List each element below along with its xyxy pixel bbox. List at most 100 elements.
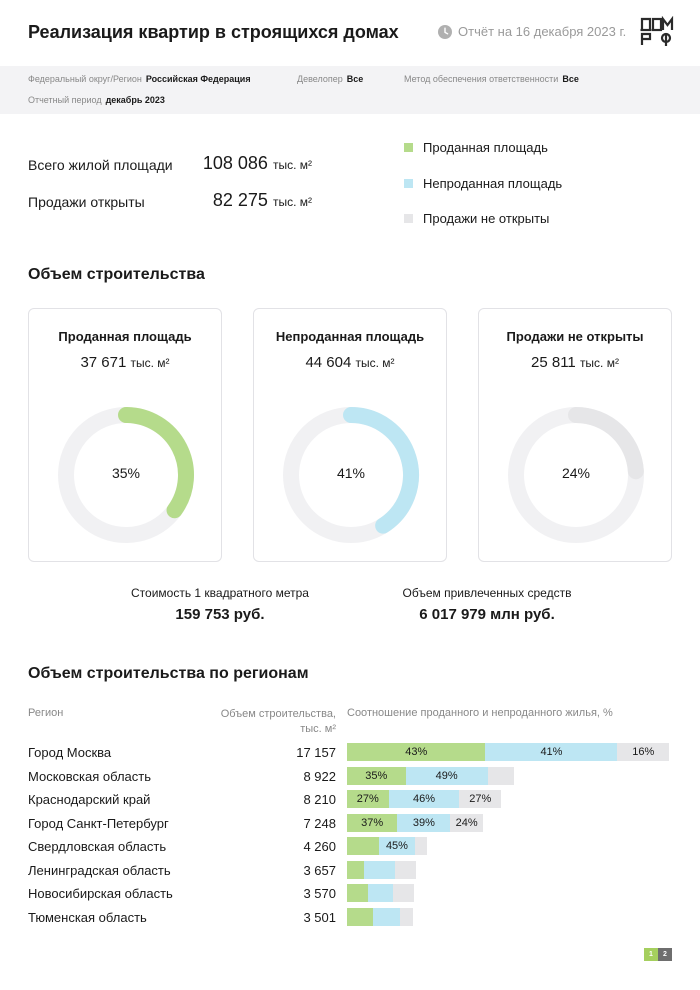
regions-section-title: Объем строительства по регионам <box>28 665 309 682</box>
bar-segment-not-open <box>414 837 427 855</box>
filter-developer-value: Все <box>346 74 364 84</box>
donut-unsold-arc <box>343 407 419 534</box>
table-row: Город Москва 17 157 43% 41% 16% <box>0 741 700 765</box>
table-row: Свердловская область 4 260 45% <box>0 835 700 859</box>
table-row: Московская область 8 922 35% 49% <box>0 765 700 789</box>
legend-sold: Проданная площадь <box>404 140 548 155</box>
region-volume: 4 260 <box>303 839 336 854</box>
raised-funds-value: 6 017 979 млн руб. <box>419 606 555 623</box>
total-living-area-value: 108 086 тыс. м² <box>162 153 312 174</box>
region-name: Тюменская область <box>28 909 147 925</box>
bar-segment-not-open: 16% <box>617 743 669 761</box>
region-volume: 8 210 <box>303 792 336 807</box>
region-volume: 17 157 <box>296 745 336 760</box>
region-ratio-bar: 45% <box>347 837 427 855</box>
legend-unsold-label: Непроданная площадь <box>423 176 563 191</box>
donut-sold <box>58 407 194 543</box>
region-volume: 8 922 <box>303 768 336 784</box>
card-sold-number: 37 671 <box>80 354 127 371</box>
col-volume-header: Объем строительства, тыс. м² <box>190 707 336 737</box>
region-ratio-bar <box>347 884 414 902</box>
table-row: Новосибирская область 3 570 <box>0 882 700 906</box>
filter-method-label: Метод обеспечения ответственности <box>404 74 559 84</box>
dom-rf-logo-icon <box>640 16 674 46</box>
bar-segment-not-open <box>392 884 414 902</box>
region-volume: 3 570 <box>303 886 336 901</box>
bar-segment-sold <box>347 860 365 879</box>
filter-developer[interactable]: Девелопер Все <box>297 74 363 84</box>
bar-segment-not-open: 24% <box>450 813 484 832</box>
construction-section-title: Объем строительства <box>28 266 205 283</box>
region-ratio-bar <box>347 907 413 926</box>
card-unsold: Непроданная площадь 44 604 тыс. м² 41% <box>253 308 447 562</box>
region-name: Новосибирская область <box>28 886 173 901</box>
bar-segment-not-open <box>487 766 515 785</box>
card-not-open-title: Продажи не открыты <box>506 329 644 344</box>
bar-segment-not-open <box>395 860 416 879</box>
region-name: Московская область <box>28 768 152 784</box>
table-row: Ленинградская область 3 657 <box>0 859 700 883</box>
card-unsold-number: 44 604 <box>305 354 352 371</box>
table-row: Город Санкт-Петербург 7 248 37% 39% 24% <box>0 812 700 836</box>
region-ratio-bar <box>347 860 416 879</box>
bar-segment-unsold: 39% <box>397 813 451 832</box>
pager-total-pages[interactable]: 2 <box>658 948 672 961</box>
card-unsold-value: 44 604 тыс. м² <box>254 354 446 371</box>
donut-not-open-percent: 24% <box>561 465 591 481</box>
bar-segment-sold: 43% <box>347 743 486 761</box>
card-unsold-title: Непроданная площадь <box>275 329 425 344</box>
region-ratio-bar: 37% 39% 24% <box>347 813 484 832</box>
filter-period[interactable]: Отчетный период декабрь 2023 <box>28 95 165 105</box>
filter-region[interactable]: Федеральный округ/Регион Российская Федер… <box>28 74 251 84</box>
bar-segment-not-open: 27% <box>459 790 502 808</box>
region-ratio-bar: 43% 41% 16% <box>347 743 669 761</box>
legend-unsold-swatch <box>404 179 413 188</box>
region-ratio-bar: 27% 46% 27% <box>347 790 502 808</box>
legend-not-open: Продажи не открыты <box>404 211 549 226</box>
donut-unsold-percent: 41% <box>336 465 366 481</box>
donut-not-open <box>508 407 644 543</box>
region-volume: 3 501 <box>303 909 336 925</box>
total-living-area-unit: тыс. м² <box>272 158 312 172</box>
card-not-open-value: 25 811 тыс. м² <box>479 354 671 371</box>
bar-segment-unsold <box>373 907 400 926</box>
card-not-open-number: 25 811 <box>531 354 576 371</box>
card-unsold-unit: тыс. м² <box>355 356 395 370</box>
bar-segment-sold: 37% <box>347 813 398 832</box>
donut-unsold <box>283 407 419 543</box>
report-date-text: Отчёт на 16 декабря 2023 г. <box>458 24 627 39</box>
donut-sold-percent: 35% <box>111 465 141 481</box>
sales-open-number: 82 275 <box>212 190 268 210</box>
bar-segment-unsold: 41% <box>485 743 618 761</box>
pager-current-page[interactable]: 1 <box>644 948 658 961</box>
filter-method-value: Все <box>562 74 579 84</box>
col-volume-header-line1: Объем строительства, <box>220 708 336 720</box>
raised-funds-label: Объем привлеченных средств <box>402 586 572 600</box>
bar-segment-unsold <box>368 884 393 902</box>
filter-developer-label: Девелопер <box>297 74 343 84</box>
bar-segment-unsold: 49% <box>405 766 488 785</box>
col-ratio-header: Соотношение проданного и непроданного жи… <box>347 707 613 719</box>
bar-segment-unsold <box>364 860 396 879</box>
donut-not-open-arc <box>568 407 644 480</box>
clock-icon <box>438 24 452 39</box>
card-sold-value: 37 671 тыс. м² <box>29 354 221 371</box>
page-title: Реализация квартир в строящихся домах <box>28 22 399 42</box>
sales-open-unit: тыс. м² <box>272 195 312 209</box>
legend-not-open-label: Продажи не открыты <box>423 211 550 226</box>
filters-bar: Федеральный округ/Регион Российская Федер… <box>0 66 700 114</box>
filter-period-label: Отчетный период <box>28 95 102 105</box>
region-ratio-bar: 35% 49% <box>347 766 515 785</box>
filter-region-value: Российская Федерация <box>145 74 251 84</box>
region-name: Ленинградская область <box>28 862 171 878</box>
card-not-open: Продажи не открыты 25 811 тыс. м² 24% <box>478 308 672 562</box>
region-name: Город Санкт-Петербург <box>28 815 169 831</box>
report-header: Реализация квартир в строящихся домах От… <box>0 0 700 66</box>
donut-sold-arc <box>118 407 194 519</box>
sales-open-label: Продажи открыты <box>28 194 145 210</box>
filter-period-value: декабрь 2023 <box>105 95 165 105</box>
total-living-area-number: 108 086 <box>202 153 268 173</box>
bar-segment-sold <box>347 837 379 855</box>
region-volume: 7 248 <box>303 815 336 831</box>
filter-method[interactable]: Метод обеспечения ответственности Все <box>404 74 579 84</box>
